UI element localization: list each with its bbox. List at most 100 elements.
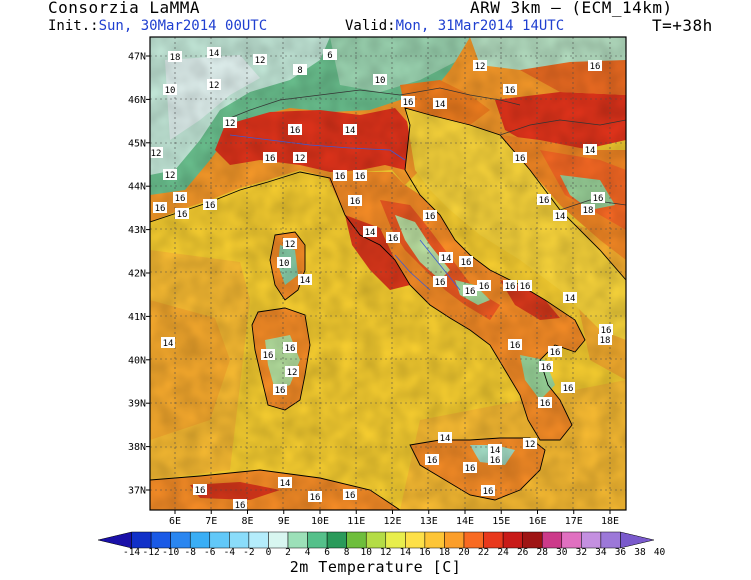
temperature-label: 8: [293, 64, 307, 76]
colorbar-swatch: [248, 531, 269, 549]
temperature-label-box: [277, 257, 291, 268]
colorbar-swatch: [287, 531, 308, 549]
temperature-label-text: 16: [235, 501, 246, 511]
colorbar-tick-label: 32: [576, 547, 587, 558]
colorbar-swatch: [326, 531, 347, 549]
temperature-label: 16: [233, 499, 247, 511]
temperature-label-text: 12: [287, 368, 298, 378]
temperature-label-box: [293, 152, 307, 163]
temperature-label-text: 12: [225, 119, 236, 129]
temperature-label-box: [463, 285, 477, 296]
temperature-label: 16: [459, 256, 473, 268]
temperature-label: 16: [193, 484, 207, 496]
init-label: Init.:: [48, 18, 99, 34]
lon-tick-label: 14E: [456, 516, 474, 527]
temperature-label-text: 16: [520, 282, 531, 292]
colorbar-tick-label: 4: [305, 547, 311, 558]
country-borders: [224, 87, 626, 211]
temperature-label-text: 16: [590, 62, 601, 72]
temperature-label-box: [163, 84, 177, 95]
temperature-label-box: [161, 337, 175, 348]
temperature-label-box: [439, 252, 453, 263]
temperature-label-text: 6: [327, 51, 332, 61]
lat-tick-label: 44N: [128, 182, 146, 193]
temperature-label-text: 16: [510, 341, 521, 351]
model-title: ARW 3km – (ECM_14km): [470, 0, 673, 17]
temperature-label-text: 16: [563, 384, 574, 394]
field-texture: [150, 37, 626, 510]
temperature-label: 16: [433, 276, 447, 288]
init-time: Init.:Sun, 30Mar2014 00UTC: [48, 18, 267, 34]
temperature-label: 16: [539, 361, 553, 373]
temperature-label-box: [503, 84, 517, 95]
colorbar-tick-label: 34: [595, 547, 607, 558]
colorbar-title: 2m Temperature [C]: [289, 558, 462, 576]
temperature-label: 6: [323, 49, 337, 61]
temperature-label-box: [298, 274, 312, 285]
colorbar-tick-label: 30: [556, 547, 568, 558]
temperature-label-box: [477, 280, 491, 291]
temperature-label-text: 16: [285, 344, 296, 354]
temperature-label-text: 16: [539, 196, 550, 206]
temperature-label: 18: [581, 204, 595, 216]
temperature-label: 12: [163, 169, 177, 181]
lat-tick-label: 47N: [128, 52, 146, 63]
temperature-label-text: 12: [295, 154, 306, 164]
temperature-label-text: 14: [300, 276, 311, 286]
lon-tick-label: 8E: [241, 516, 253, 527]
temperature-label-box: [353, 170, 367, 181]
temperature-label-box: [386, 232, 400, 243]
lon-tick-label: 16E: [528, 516, 546, 527]
colorbar-tick-label: -2: [243, 547, 254, 558]
temperature-label-box: [278, 477, 292, 488]
temperature-label-text: 16: [427, 456, 438, 466]
temperature-label-box: [203, 199, 217, 210]
valid-time: Valid:Mon, 31Mar2014 14UTC: [345, 18, 564, 34]
temperature-label-text: 12: [255, 56, 266, 66]
temperature-label-box: [233, 499, 247, 510]
lat-tick-label: 38N: [128, 442, 146, 453]
temperature-label-box: [363, 226, 377, 237]
colorbar-swatch: [229, 531, 250, 549]
temperature-label-box: [168, 51, 182, 62]
temperature-label: 16: [333, 170, 347, 182]
lon-tick-label: 11E: [347, 516, 365, 527]
temperature-label-box: [343, 489, 357, 500]
colorbar-swatch: [307, 531, 328, 549]
colorbar-tick-label: 0: [266, 547, 272, 558]
colorbar-swatch: [620, 531, 655, 549]
temperature-label-box: [261, 349, 275, 360]
temperature-label-box: [508, 339, 522, 350]
temperature-label-text: 16: [479, 282, 490, 292]
temperature-label: 14: [207, 47, 221, 59]
temperature-label-text: 16: [550, 348, 561, 358]
temperature-label-box: [425, 454, 439, 465]
temperature-label-text: 12: [151, 149, 162, 159]
colorbar-swatch: [346, 531, 367, 549]
temperature-label: 14: [433, 98, 447, 110]
temperature-label-text: 16: [263, 351, 274, 361]
temperature-label-box: [488, 454, 502, 465]
temperature-label-text: 16: [155, 204, 166, 214]
temperature-label-box: [273, 384, 287, 395]
temperature-label: 12: [473, 60, 487, 72]
temperature-label-text: 16: [483, 487, 494, 497]
temperature-label: 16: [273, 384, 287, 396]
temperature-label-text: 14: [441, 254, 452, 264]
temperature-label: 18: [598, 334, 612, 346]
temperature-label-text: 16: [541, 363, 552, 373]
colorbar-swatch: [424, 531, 445, 549]
temperature-label: 12: [283, 238, 297, 250]
temperature-label-box: [591, 192, 605, 203]
temperature-label: 16: [343, 489, 357, 501]
temperature-label-box: [175, 208, 189, 219]
lat-tick-label: 41N: [128, 312, 146, 323]
temperature-label: 16: [283, 342, 297, 354]
temperature-label-box: [548, 346, 562, 357]
colorbar-swatch: [209, 531, 230, 549]
temperature-label: 16: [488, 454, 502, 466]
temperature-label: 14: [161, 337, 175, 349]
lon-tick-label: 12E: [383, 516, 401, 527]
temperature-label: 16: [425, 454, 439, 466]
temperature-label: 16: [518, 280, 532, 292]
